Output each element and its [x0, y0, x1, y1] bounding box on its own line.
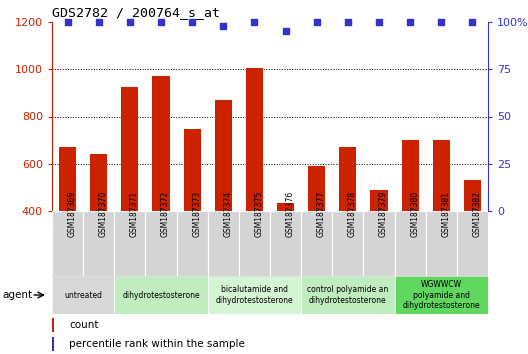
Bar [90, 154, 107, 211]
Point [126, 19, 134, 25]
Text: GSM187376: GSM187376 [286, 191, 295, 238]
Bar [363, 211, 394, 276]
Text: GSM187373: GSM187373 [192, 191, 201, 238]
Bar [332, 211, 363, 276]
Bar [121, 87, 138, 211]
Text: GSM187372: GSM187372 [161, 191, 170, 237]
Point [313, 19, 321, 25]
Point [375, 19, 383, 25]
Bar [114, 211, 145, 276]
Text: GDS2782 / 200764_s_at: GDS2782 / 200764_s_at [52, 6, 220, 19]
Point [95, 19, 103, 25]
Point [437, 19, 446, 25]
Bar [426, 211, 457, 276]
Bar [239, 211, 270, 276]
Text: GSM187380: GSM187380 [410, 191, 419, 237]
Text: GSM187375: GSM187375 [254, 191, 263, 238]
Bar [394, 276, 488, 314]
Bar [277, 203, 294, 211]
Bar [145, 211, 176, 276]
Text: control polyamide an
dihydrotestosterone: control polyamide an dihydrotestosterone [307, 285, 389, 305]
Text: GSM187374: GSM187374 [223, 191, 232, 238]
Bar [52, 337, 54, 351]
Point [250, 19, 259, 25]
Bar [464, 180, 481, 211]
Text: count: count [70, 320, 99, 330]
Text: GSM187369: GSM187369 [68, 191, 77, 238]
Point [63, 19, 72, 25]
Bar [457, 211, 488, 276]
Bar [402, 140, 419, 211]
Bar [208, 276, 301, 314]
Bar [153, 76, 169, 211]
Bar [270, 211, 301, 276]
Text: GSM187379: GSM187379 [379, 191, 388, 238]
Point [219, 23, 228, 29]
Text: GSM187370: GSM187370 [99, 191, 108, 238]
Bar [394, 211, 426, 276]
Point [157, 19, 165, 25]
Bar [59, 147, 76, 211]
Point [406, 19, 414, 25]
Bar [308, 166, 325, 211]
Text: GSM187382: GSM187382 [473, 191, 482, 237]
Point [344, 19, 352, 25]
Bar [301, 211, 332, 276]
Bar [215, 100, 232, 211]
Text: WGWWCW
polyamide and
dihydrotestosterone: WGWWCW polyamide and dihydrotestosterone [402, 280, 480, 310]
Bar [208, 211, 239, 276]
Bar [433, 140, 450, 211]
Text: GSM187371: GSM187371 [130, 191, 139, 237]
Text: GSM187377: GSM187377 [317, 191, 326, 238]
Point [281, 29, 290, 34]
Bar [184, 129, 201, 211]
Bar [114, 276, 208, 314]
Point [468, 19, 477, 25]
Text: bicalutamide and
dihydrotestosterone: bicalutamide and dihydrotestosterone [215, 285, 293, 305]
Text: GSM187378: GSM187378 [348, 191, 357, 237]
Text: dihydrotestosterone: dihydrotestosterone [122, 291, 200, 299]
Bar [301, 276, 394, 314]
Text: untreated: untreated [64, 291, 102, 299]
Point [188, 19, 196, 25]
Bar [52, 211, 83, 276]
Bar [246, 68, 263, 211]
Bar [371, 190, 388, 211]
Bar [83, 211, 114, 276]
Text: percentile rank within the sample: percentile rank within the sample [70, 339, 246, 349]
Bar [52, 318, 54, 332]
Bar [340, 147, 356, 211]
Text: agent: agent [3, 290, 33, 300]
Bar [176, 211, 208, 276]
Text: GSM187381: GSM187381 [441, 191, 450, 237]
Bar [52, 276, 114, 314]
